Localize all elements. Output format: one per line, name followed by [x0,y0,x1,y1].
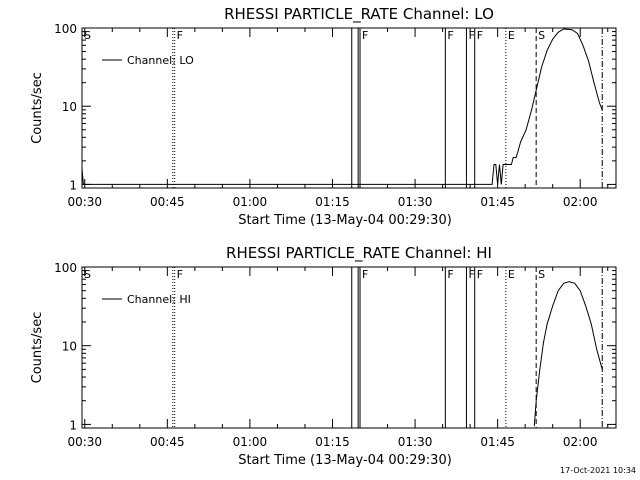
x-axis-label: Start Time (13-May-04 00:29:30) [238,213,452,228]
series-line [81,28,603,185]
event-marker-label: S [538,268,545,281]
event-marker-label: F [477,268,483,281]
y-tick-label: 1 [69,178,77,192]
legend-label: Channel: HI [127,293,191,306]
x-tick-label: 01:15 [315,195,350,209]
chart-title: RHESSI PARTICLE_RATE Channel: LO [224,5,494,24]
x-axis-label: Start Time (13-May-04 00:29:30) [238,453,452,468]
event-marker-label: F [447,29,453,42]
y-tick-label: 100 [54,22,77,36]
y-tick-label: 100 [54,261,77,275]
y-tick-label: 10 [62,340,77,354]
event-marker-label: F [468,268,474,281]
y-tick-label: 10 [62,100,77,114]
event-marker-label: F [468,29,474,42]
event-marker-label: S [84,268,91,281]
event-marker-label: F [447,268,453,281]
x-tick-label: 00:45 [150,195,185,209]
chart-title: RHESSI PARTICLE_RATE Channel: HI [226,244,492,263]
x-tick-label: 01:45 [480,435,515,449]
panel-lo: RHESSI PARTICLE_RATE Channel: LO Counts/s… [30,5,617,228]
y-axis-label: Counts/sec [30,72,45,144]
event-marker-label: F [177,29,183,42]
event-marker-label: F [362,29,368,42]
event-marker-label: E [508,268,515,281]
x-tick-label: 00:30 [67,195,102,209]
y-axis-label: Counts/sec [30,312,45,384]
x-tick-label: 00:45 [150,435,185,449]
event-marker-label: F [477,29,483,42]
legend-label: Channel: LO [127,54,194,67]
timestamp: 17-Oct-2021 10:34 [560,466,636,475]
event-marker-label: F [177,268,183,281]
x-tick-label: 01:45 [480,195,515,209]
x-tick-label: 02:00 [563,195,598,209]
event-marker-label: S [84,29,91,42]
x-tick-label: 01:30 [398,435,433,449]
x-tick-label: 01:30 [398,195,433,209]
event-marker-label: F [362,268,368,281]
x-tick-label: 02:00 [563,435,598,449]
event-marker-label: S [538,29,545,42]
x-tick-label: 01:15 [315,435,350,449]
panel-hi: RHESSI PARTICLE_RATE Channel: HI Counts/s… [30,244,617,468]
event-marker-label: E [508,29,515,42]
x-tick-label: 00:30 [67,435,102,449]
x-tick-label: 01:00 [233,435,268,449]
y-tick-label: 1 [69,418,77,432]
x-tick-label: 01:00 [233,195,268,209]
series-line [533,281,603,427]
